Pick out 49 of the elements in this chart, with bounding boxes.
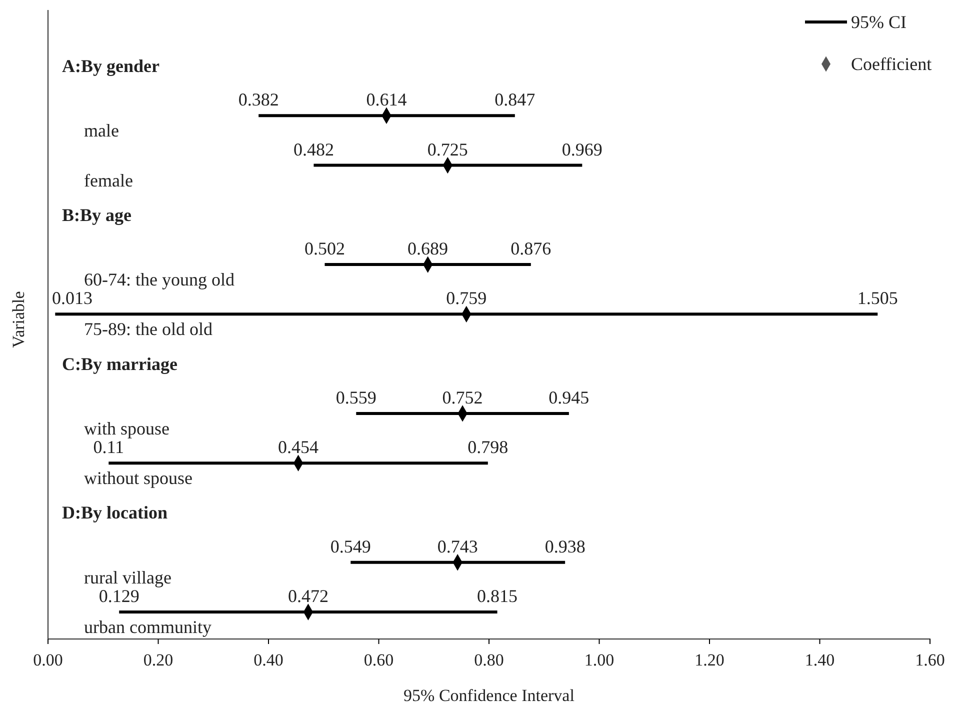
y-tick-label: A:By gender xyxy=(62,56,160,76)
annotation: 0.11 xyxy=(93,437,124,458)
x-tick-label: 0.00 xyxy=(33,650,63,670)
y-tick-label: male xyxy=(84,120,119,141)
x-tick-label: 1.20 xyxy=(694,650,724,670)
annotation: 0.876 xyxy=(510,238,552,259)
x-tick-label: 0.80 xyxy=(474,650,504,670)
y-tick-label: D:By location xyxy=(62,502,168,523)
annotation: 0.798 xyxy=(468,437,508,458)
y-tick-label: female xyxy=(84,170,133,190)
data-label: 0.752 xyxy=(442,387,483,408)
annotation: 0.815 xyxy=(477,586,518,606)
x-tick-label: 0.60 xyxy=(364,650,394,670)
y-tick-label: with spouse xyxy=(84,418,170,438)
data-label: 0.759 xyxy=(446,288,487,308)
x-tick-label: 0.40 xyxy=(254,650,284,670)
x-tick-label: 0.20 xyxy=(143,650,174,670)
annotation: 95% CI xyxy=(851,12,906,32)
x-tick-label: 1.40 xyxy=(804,650,835,670)
annotation: 0.502 xyxy=(304,238,345,259)
y-tick-label: B:By age xyxy=(62,204,132,225)
y-tick-label: without spouse xyxy=(84,468,193,488)
data-label: 0.472 xyxy=(288,586,328,606)
y-tick-label: 60-74: the young old xyxy=(84,270,234,290)
text: Coefficient xyxy=(851,54,932,74)
x-tick-label: 1.00 xyxy=(584,650,614,670)
x-tick-label: 1.60 xyxy=(915,650,945,670)
annotation: 0.482 xyxy=(293,139,334,160)
y-tick-label: rural village xyxy=(84,567,172,588)
data-label: 0.454 xyxy=(278,437,319,458)
data-label: 0.689 xyxy=(408,238,448,259)
annotation: 0.847 xyxy=(494,90,536,110)
annotation: 0.969 xyxy=(562,139,602,160)
annotation: 0.382 xyxy=(238,90,279,110)
annotation: 0.559 xyxy=(336,387,376,408)
annotation: 0.013 xyxy=(52,288,92,308)
y-tick-label: 75-89: the old old xyxy=(84,319,212,340)
y-tick-label: urban community xyxy=(84,617,212,637)
annotation: 0.129 xyxy=(98,586,140,606)
annotation: 0.945 xyxy=(548,387,590,408)
annotation: 1.505 xyxy=(857,288,898,308)
y-tick-label: C:By marriage xyxy=(62,354,178,374)
data-label: 0.614 xyxy=(366,90,407,110)
x-axis-title: 95% Confidence Interval xyxy=(404,686,575,705)
data-label: 0.725 xyxy=(427,139,468,160)
annotation: 0.549 xyxy=(330,536,371,556)
y-axis-title: Variable xyxy=(9,291,28,348)
data-label: 0.743 xyxy=(437,536,478,556)
annotation: 0.938 xyxy=(544,536,586,556)
